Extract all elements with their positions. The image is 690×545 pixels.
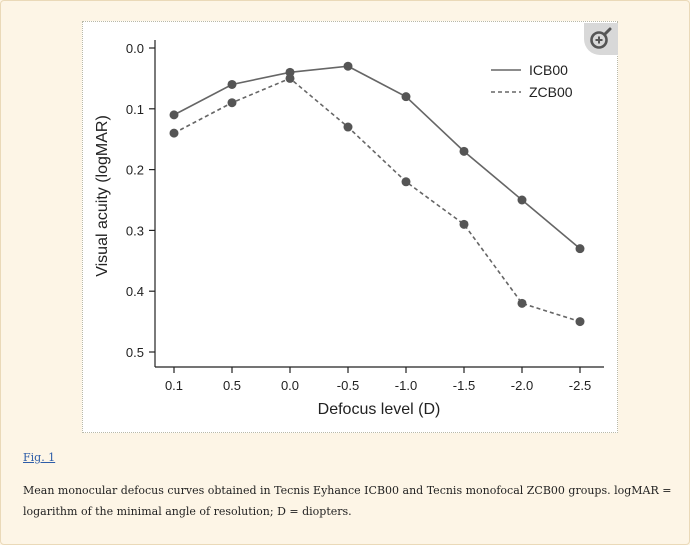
figure-container[interactable]: 0.0 0.1 0.2 0.3 0.4 0.5 0.1 0.5 0.0 -0.5 -1.0 -1.5 -…: [82, 21, 618, 433]
data-point-icb00: [401, 92, 411, 102]
y-tick-label: 0.0: [126, 41, 144, 56]
y-tick-label: 0.4: [126, 284, 144, 299]
y-tick-label: 0.1: [126, 102, 144, 117]
zoom-button[interactable]: [584, 23, 618, 55]
data-point-icb00: [517, 195, 527, 205]
series-line-icb00: [173, 65, 581, 250]
x-axis-title: Defocus level (D): [318, 401, 441, 418]
data-point-zcb00: [575, 317, 585, 327]
x-tick-label: 0.1: [165, 378, 183, 393]
data-point-icb00: [227, 79, 237, 89]
data-point-zcb00: [459, 219, 469, 229]
data-point-icb00: [169, 110, 179, 120]
data-point-zcb00: [343, 122, 353, 132]
y-tick-label: 0.2: [126, 163, 144, 178]
y-tick-label: 0.5: [126, 345, 144, 360]
x-tick-label: -1.5: [453, 378, 475, 393]
data-point-zcb00: [227, 98, 237, 108]
data-point-icb00: [459, 146, 469, 156]
legend-label-zcb00: ZCB00: [529, 84, 573, 100]
x-tick-label: -1.0: [395, 378, 417, 393]
data-point-icb00: [343, 61, 353, 71]
data-point-zcb00: [169, 128, 179, 138]
x-tick-label: -2.5: [569, 378, 591, 393]
y-axis-title: Visual acuity (logMAR): [94, 115, 111, 277]
figure-link[interactable]: Fig. 1: [23, 451, 56, 464]
series-line-zcb00: [173, 77, 581, 323]
x-tick-label: -2.0: [511, 378, 533, 393]
data-point-icb00: [575, 244, 585, 254]
data-point-zcb00: [285, 73, 295, 83]
zoom-in-icon: [590, 27, 612, 49]
x-tick-label: -0.5: [337, 378, 359, 393]
figure-caption: Mean monocular defocus curves obtained i…: [23, 484, 672, 518]
legend-label-icb00: ICB00: [529, 62, 568, 78]
defocus-chart: 0.0 0.1 0.2 0.3 0.4 0.5 0.1 0.5 0.0 -0.5 -1.0 -1.5 -…: [94, 40, 604, 418]
x-tick-label: 0.5: [223, 378, 241, 393]
y-tick-label: 0.3: [126, 223, 144, 238]
x-tick-label: 0.0: [281, 378, 299, 393]
data-point-zcb00: [401, 177, 411, 187]
data-point-zcb00: [517, 298, 527, 308]
